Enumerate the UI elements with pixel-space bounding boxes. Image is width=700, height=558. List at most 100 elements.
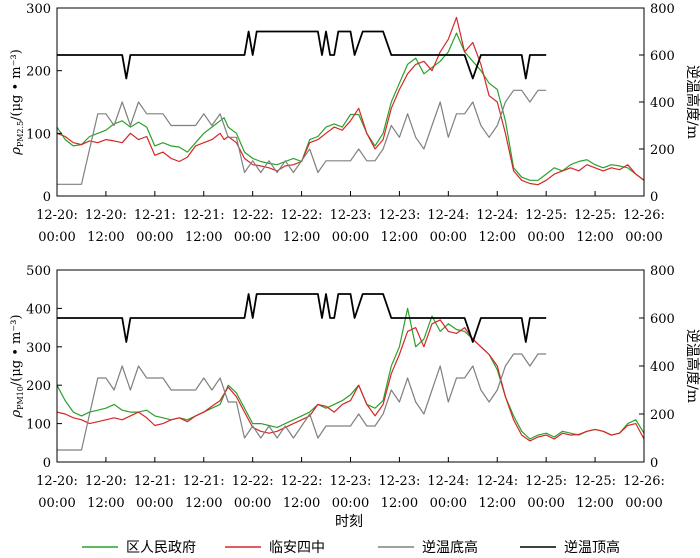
- y-label-subscript: PM2.5: [16, 121, 25, 147]
- x-tick-label-time: 12:00: [381, 496, 418, 511]
- x-tick-label-date: 12-21:: [134, 474, 176, 489]
- y-tick-label: 300: [26, 2, 51, 17]
- x-tick-label-date: 12-24:: [476, 208, 518, 223]
- x-tick-label-date: 12-25:: [525, 474, 567, 489]
- legend-label: 逆温顶高: [564, 539, 620, 556]
- y-label-unit: /(μg • m⁻³): [9, 49, 24, 121]
- x-tick-label-time: 00:00: [234, 496, 271, 511]
- district-gov-line: [57, 32, 644, 181]
- pm10-panel: 0 100 200 300 400 500 0 200 400 600 800 12-20: 00:00…: [9, 264, 700, 511]
- x-tick-label-date: 12-23:: [378, 208, 420, 223]
- x-tick-label-time: 12:00: [87, 230, 124, 245]
- x-tick-label-date: 12-24:: [427, 474, 469, 489]
- y2-tick-label: 200: [650, 408, 675, 423]
- x-tick-label-date: 12-20:: [36, 208, 78, 223]
- x-tick-label-time: 12:00: [479, 230, 516, 245]
- x-tick-label-date: 12-22:: [232, 474, 274, 489]
- inversion-base-line: [57, 89, 547, 185]
- y-tick-label: 100: [26, 127, 51, 142]
- x-tick-label-date: 12-21:: [183, 208, 225, 223]
- y-tick-label: 500: [26, 264, 51, 279]
- x-tick-label-date: 12-24:: [427, 208, 469, 223]
- x-tick-label-time: 12:00: [479, 496, 516, 511]
- x-tick-label-date: 12-23:: [378, 474, 420, 489]
- x-tick-label-date: 12-26:: [623, 474, 665, 489]
- x-tick-label-time: 00:00: [625, 496, 662, 511]
- y-label-rho: ρ: [9, 147, 24, 156]
- y2-tick-label: 800: [650, 264, 675, 279]
- y-tick-label: 200: [26, 65, 51, 80]
- x-axis-label: 时刻: [335, 514, 363, 530]
- x-tick-label-date: 12-25:: [525, 208, 567, 223]
- y-axis-label: ρPM10/(μg • m⁻³): [9, 314, 25, 418]
- x-tick-label-date: 12-22:: [281, 474, 323, 489]
- y-label-subscript: PM10: [16, 386, 25, 410]
- linan-school-line: [57, 16, 644, 186]
- x-tick-label-time: 12:00: [283, 230, 320, 245]
- x-tick-label-time: 12:00: [283, 496, 320, 511]
- x-tick-label-time: 00:00: [332, 230, 369, 245]
- inversion-top-line: [57, 30, 547, 80]
- legend-item-inversion-base: 逆温底高: [378, 539, 478, 556]
- x-tick-label-date: 12-21:: [134, 208, 176, 223]
- y2-axis-label: 逆温高度/m: [684, 65, 700, 139]
- pm25-panel: 0 100 200 300 0 200 400 600 800 12-20: 00:00 12-20:…: [9, 2, 700, 245]
- y-tick-label: 300: [26, 341, 51, 356]
- y2-axis-label: 逆温高度/m: [684, 329, 700, 403]
- district-gov-line: [57, 307, 644, 440]
- x-tick-label-time: 00:00: [38, 230, 75, 245]
- y-label-rho: ρ: [9, 410, 24, 419]
- y-axis-label: ρPM2.5/(μg • m⁻³): [9, 49, 25, 156]
- legend-item-linan-school: 临安四中: [225, 540, 325, 556]
- x-tick-label-date: 12-20:: [36, 474, 78, 489]
- x-tick-label-time: 12:00: [576, 496, 613, 511]
- x-tick-label-date: 12-23:: [330, 208, 372, 223]
- y2-tick-label: 800: [650, 2, 675, 17]
- x-tick-label-date: 12-25:: [574, 208, 616, 223]
- x-tick-label-date: 12-20:: [85, 474, 127, 489]
- y-tick-label: 100: [26, 418, 51, 433]
- y-tick-label: 0: [43, 456, 51, 471]
- x-tick-label-time: 12:00: [185, 496, 222, 511]
- legend-label: 临安四中: [269, 540, 325, 556]
- x-tick-label-time: 00:00: [38, 496, 75, 511]
- x-tick-label-time: 12:00: [576, 230, 613, 245]
- x-tick-label-date: 12-21:: [183, 474, 225, 489]
- y2-tick-label: 200: [650, 143, 675, 158]
- y2-tick-label: 0: [650, 190, 658, 205]
- x-tick-label-date: 12-22:: [232, 208, 274, 223]
- x-tick-label-time: 00:00: [136, 496, 173, 511]
- y2-tick-label: 400: [650, 360, 675, 375]
- inversion-base-line: [57, 353, 547, 451]
- x-tick-label-time: 12:00: [185, 230, 222, 245]
- x-tick-label-date: 12-23:: [330, 474, 372, 489]
- x-tick-label-date: 12-25:: [574, 474, 616, 489]
- x-tick-label-time: 00:00: [332, 496, 369, 511]
- x-tick-label-time: 12:00: [87, 496, 124, 511]
- y2-tick-label: 0: [650, 456, 658, 471]
- legend-item-district-gov: 区人民政府: [82, 540, 196, 556]
- legend: 区人民政府 临安四中 逆温底高 逆温顶高: [82, 539, 620, 556]
- x-tick-label-time: 00:00: [430, 496, 467, 511]
- x-tick-label-date: 12-20:: [85, 208, 127, 223]
- x-tick-label-time: 12:00: [381, 230, 418, 245]
- x-tick-label-time: 00:00: [527, 496, 564, 511]
- x-tick-label-time: 00:00: [527, 230, 564, 245]
- x-tick-label-date: 12-26:: [623, 208, 665, 223]
- x-tick-label-date: 12-24:: [476, 474, 518, 489]
- legend-item-inversion-top: 逆温顶高: [520, 539, 620, 556]
- y2-tick-label: 400: [650, 96, 675, 111]
- x-tick-label-time: 00:00: [234, 230, 271, 245]
- y-tick-label: 400: [26, 302, 51, 317]
- legend-label: 逆温底高: [422, 539, 478, 556]
- y-label-unit: /(μg • m⁻³): [9, 314, 24, 386]
- y2-tick-label: 600: [650, 312, 675, 327]
- x-tick-label-date: 12-22:: [281, 208, 323, 223]
- x-tick-label-time: 00:00: [430, 230, 467, 245]
- y-tick-label: 200: [26, 379, 51, 394]
- x-tick-label-time: 00:00: [136, 230, 173, 245]
- y2-tick-label: 600: [650, 49, 675, 64]
- linan-school-line: [57, 319, 644, 442]
- x-tick-label-time: 00:00: [625, 230, 662, 245]
